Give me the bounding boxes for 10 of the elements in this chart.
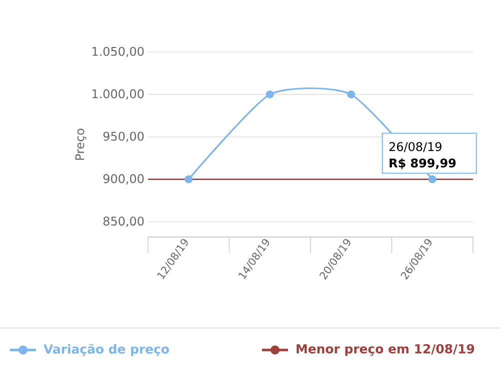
legend-label: Variação de preço [44, 344, 169, 356]
annotation: 26/08/19 [389, 142, 442, 152]
legend-label: Menor preço em 12/08/19 [296, 344, 474, 356]
y-tick-label: 900,00 [103, 174, 144, 184]
y-tick-label: 950,00 [103, 132, 144, 142]
y-tick-label: 1.000,00 [92, 89, 144, 100]
y-tick-label: 850,00 [103, 216, 144, 227]
y-tick-label: 1.050,00 [92, 46, 144, 58]
y-axis-title: Preço [75, 128, 86, 160]
annotation: R$ 899,99 [390, 158, 456, 170]
